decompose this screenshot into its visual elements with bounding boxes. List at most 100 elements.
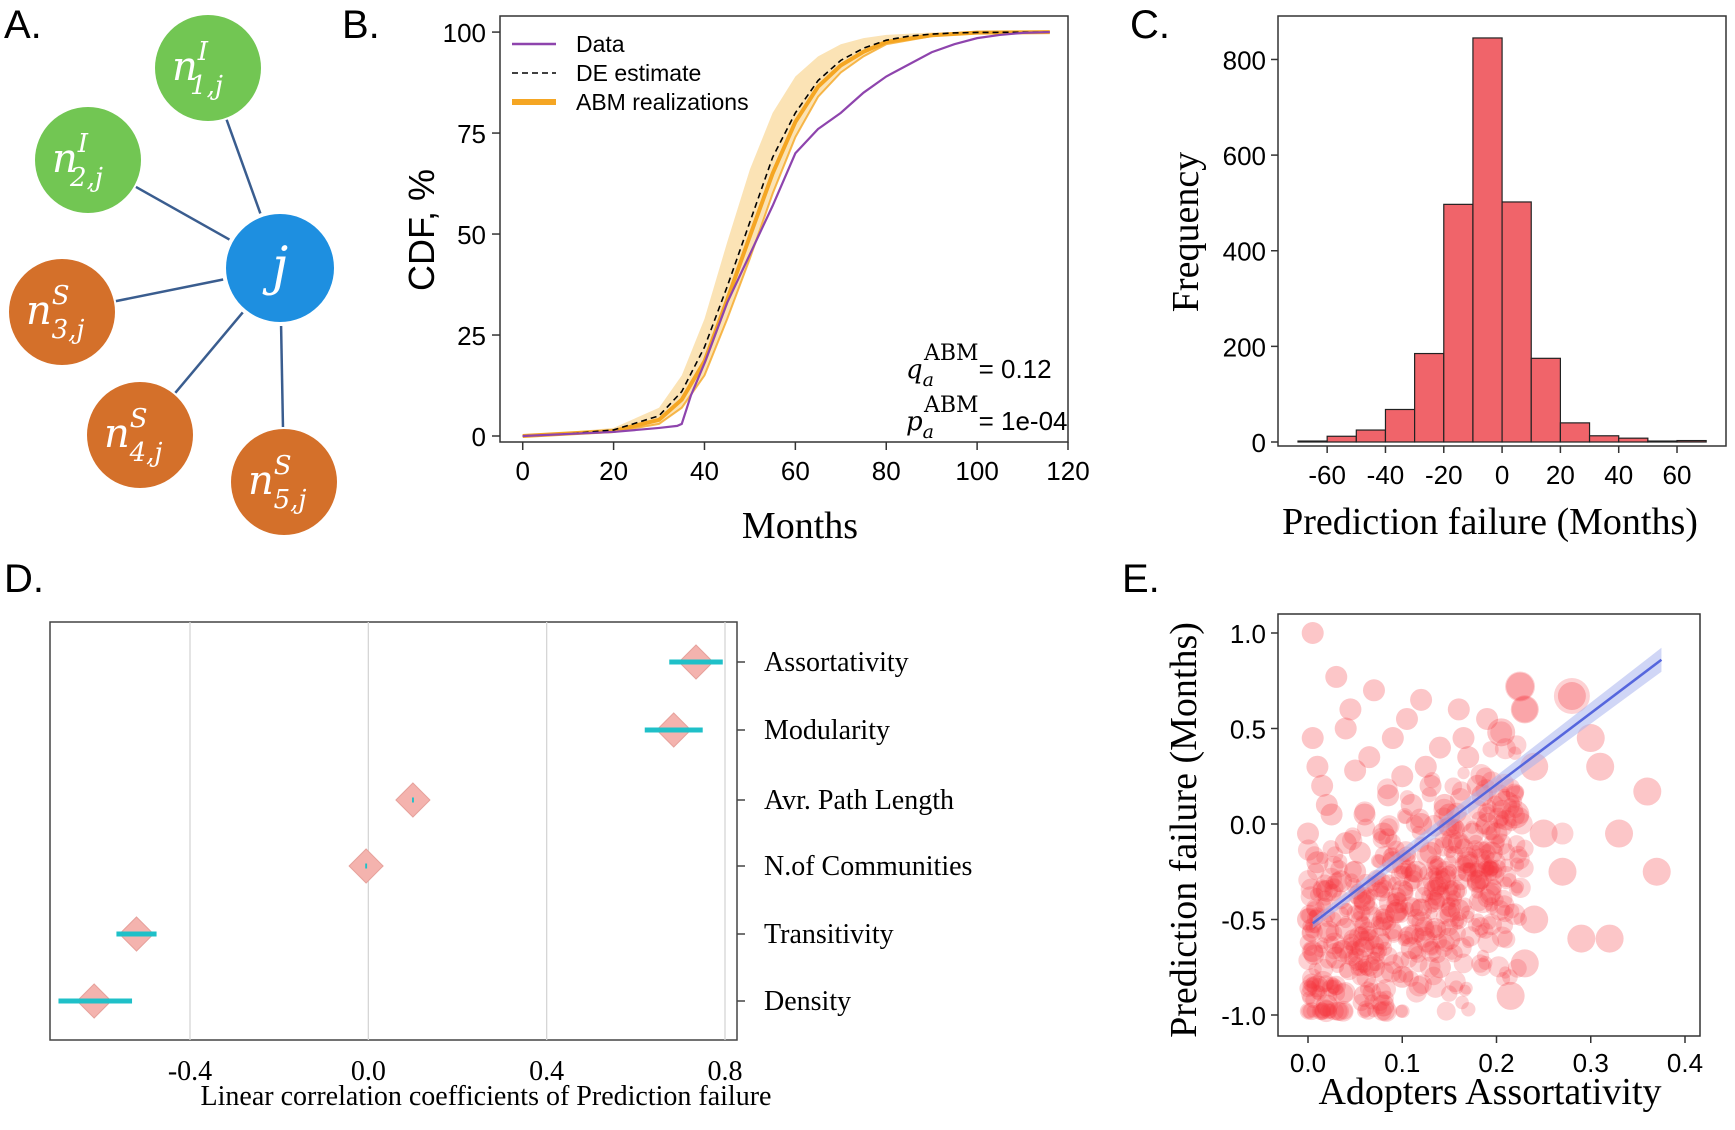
scatter-point <box>1425 865 1440 879</box>
scatter-point <box>1344 759 1367 782</box>
scatter-point <box>1320 867 1343 890</box>
scatter-point <box>1372 822 1395 845</box>
scatter-point <box>1467 874 1486 894</box>
scatter-point <box>1502 873 1517 888</box>
scatter-point <box>1476 853 1492 870</box>
scatter-point <box>1399 859 1417 877</box>
scatter-point <box>1374 1001 1388 1015</box>
scatter-point <box>1386 892 1408 914</box>
x-tick-label: 60 <box>781 456 810 486</box>
scatter-point <box>1354 916 1373 935</box>
scatter-point <box>1496 917 1514 935</box>
scatter-point <box>1510 877 1531 898</box>
scatter-point <box>1487 718 1516 747</box>
scatter-point <box>1372 830 1391 849</box>
scatter-point <box>1414 916 1434 937</box>
scatter-point <box>1305 991 1322 1008</box>
scatter-point <box>1441 896 1456 911</box>
scatter-point <box>1424 918 1447 941</box>
panel-c-histogram: -60 -40 -20 0 20 40 600200400600800Prediction … <box>1165 15 1727 543</box>
scatter-point <box>1466 870 1489 893</box>
scatter-point <box>1551 822 1574 845</box>
y-tick-label: 50 <box>457 220 486 250</box>
scatter-point <box>1316 922 1338 944</box>
scatter-point <box>1482 860 1498 876</box>
scatter-point <box>1494 889 1513 908</box>
scatter-point <box>1375 1000 1397 1022</box>
scatter-point <box>1423 898 1439 914</box>
scatter-point <box>1454 855 1474 874</box>
scatter-point <box>1477 888 1497 908</box>
scatter-point <box>1424 976 1447 998</box>
scatter-point <box>1347 948 1370 971</box>
scatter-point <box>1359 1002 1377 1020</box>
scatter-point <box>1476 813 1499 835</box>
scatter-point <box>1429 857 1447 876</box>
de-estimate-line <box>522 31 1050 437</box>
scatter-point <box>1300 886 1322 907</box>
x-tick-label: 0.4 <box>1667 1048 1703 1078</box>
scatter-point <box>1325 976 1339 991</box>
scatter-point <box>1393 969 1407 984</box>
scatter-point <box>1439 905 1461 927</box>
x-tick-label: -40 <box>1367 460 1405 490</box>
data-line <box>522 30 1050 438</box>
scatter-point <box>1370 916 1385 930</box>
scatter-point <box>1353 893 1376 916</box>
category-label: Transitivity <box>764 919 894 950</box>
histogram-bar <box>1588 435 1620 443</box>
scatter-point <box>1385 834 1401 850</box>
scatter-point <box>1331 941 1345 954</box>
x-tick-label: 80 <box>872 456 901 486</box>
scatter-point <box>1353 926 1369 942</box>
scatter-point <box>1326 875 1340 890</box>
category-label: Modularity <box>764 715 890 746</box>
scatter-point <box>1478 806 1496 823</box>
scatter-point <box>1412 974 1432 995</box>
scatter-point <box>1457 766 1470 780</box>
scatter-point <box>1362 679 1385 702</box>
scatter-point <box>1470 764 1493 786</box>
scatter-point <box>1358 928 1380 951</box>
scatter-point <box>1480 864 1498 882</box>
scatter-point <box>1477 922 1494 939</box>
scatter-point <box>1298 870 1318 890</box>
scatter-point <box>1356 1004 1372 1019</box>
scatter-point <box>1474 924 1488 938</box>
scatter-point <box>1483 862 1503 881</box>
scatter-point <box>1360 906 1383 929</box>
scatter-point <box>1350 905 1365 920</box>
scatter-point <box>1379 818 1398 837</box>
x-tick-label: -60 <box>1308 460 1346 490</box>
scatter-point <box>1374 933 1392 951</box>
scatter-point <box>1338 962 1354 979</box>
scatter-point <box>1441 829 1463 851</box>
scatter-point <box>1633 777 1662 806</box>
annotation-2: paABM= 1e-04 <box>906 393 1067 443</box>
scatter-point <box>1427 891 1446 911</box>
scatter-point <box>1391 765 1414 788</box>
y-tick-label: 0.5 <box>1230 715 1266 745</box>
scatter-point <box>1509 857 1525 872</box>
scatter-point <box>1449 924 1466 942</box>
scatter-point <box>1423 879 1445 901</box>
scatter-point <box>1407 943 1424 960</box>
scatter-point <box>1316 937 1329 950</box>
scatter-point <box>1372 908 1395 931</box>
scatter-point <box>1467 917 1482 932</box>
scatter-point <box>1332 853 1348 869</box>
scatter-point <box>1325 924 1343 941</box>
scatter-point <box>1458 862 1479 883</box>
scatter-point <box>1473 957 1492 977</box>
scatter-point <box>1327 984 1346 1002</box>
scatter-point <box>1378 892 1400 913</box>
scatter-point <box>1411 898 1430 917</box>
scatter-point <box>1488 807 1509 829</box>
scatter-point <box>1362 900 1378 916</box>
scatter-point <box>1332 1000 1354 1022</box>
scatter-point <box>1397 884 1414 902</box>
scatter-point <box>1402 970 1420 987</box>
scatter-point <box>1441 897 1462 918</box>
scatter-point <box>1360 925 1377 942</box>
